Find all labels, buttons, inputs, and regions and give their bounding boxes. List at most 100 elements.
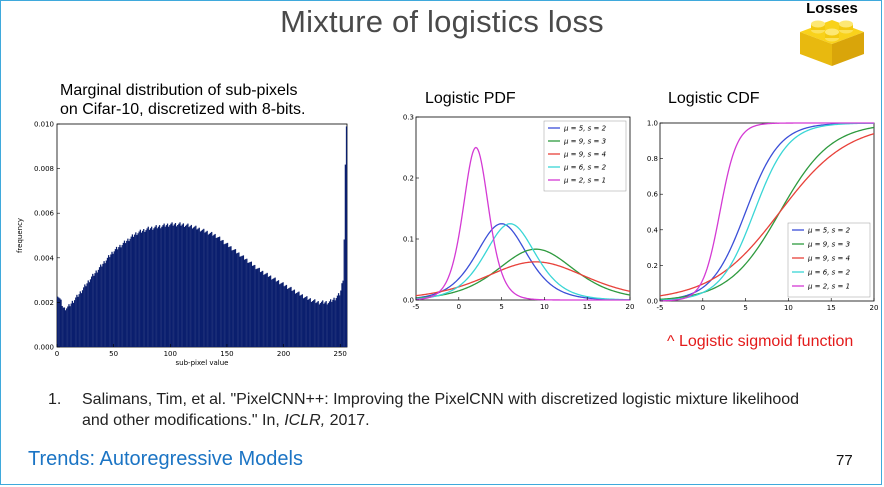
histogram-bar (228, 247, 230, 347)
histogram-bar (71, 300, 74, 347)
y-tick-label: 0.010 (34, 121, 54, 129)
histogram-bar (238, 252, 240, 347)
histogram-bar (111, 251, 113, 347)
x-tick-label: 10 (784, 304, 793, 312)
histogram-bar (274, 277, 276, 347)
histogram-bar (242, 255, 245, 347)
histogram-bar (107, 255, 110, 347)
histogram-bar (138, 231, 140, 347)
histogram-bar (218, 236, 221, 347)
x-tick-label: 250 (334, 350, 347, 358)
x-tick-label: 150 (220, 350, 233, 358)
histogram-bar (114, 249, 117, 347)
histogram-bar (342, 280, 344, 347)
histogram-bar (77, 296, 79, 347)
histogram-bar (83, 287, 85, 347)
histogram-bar (59, 298, 61, 347)
legend-label: μ = 5, s = 2 (563, 125, 607, 133)
histogram-bar (76, 294, 78, 347)
histogram-bar (130, 236, 132, 347)
histogram-bar (241, 255, 243, 347)
histogram-bar (173, 224, 175, 347)
histogram-bar (117, 249, 119, 347)
series-line (415, 146, 630, 301)
histogram-bar (294, 293, 297, 347)
histogram-bar (317, 301, 319, 347)
histogram-bar (161, 226, 163, 347)
y-tick-label: 0.000 (34, 344, 54, 352)
histogram-bar (283, 286, 285, 347)
histogram-bar (89, 279, 92, 347)
sigmoid-note: ^ Logistic sigmoid function (667, 333, 854, 350)
histogram-bar (289, 287, 291, 347)
histogram-bar (207, 234, 209, 347)
histogram-bar (256, 268, 258, 347)
histogram-bar (168, 226, 170, 347)
y-tick-label: 0.008 (34, 165, 54, 173)
histogram-bar (209, 232, 212, 347)
y-tick-label: 0.0 (403, 297, 414, 305)
histogram-bar (260, 271, 263, 347)
histogram-bar (180, 225, 182, 347)
reference-number: 1. (48, 391, 62, 408)
histogram-bar (128, 241, 130, 347)
histogram-bar (72, 302, 75, 347)
histogram-bar (290, 286, 292, 347)
histogram-bar (299, 295, 301, 347)
histogram-bar (158, 225, 161, 347)
histogram-bar (197, 228, 199, 347)
histogram-bar (113, 251, 115, 347)
histogram-bar (284, 285, 286, 347)
histogram-bar (334, 300, 336, 347)
slide-title: Mixture of logistics loss (280, 4, 604, 39)
histogram-bar (101, 266, 103, 347)
series-line (415, 223, 631, 301)
histogram-bar (252, 265, 255, 347)
histogram-chart: 0.000 0.002 0.004 0.006 0.008 0.010 0 50 100 150 2… (16, 121, 348, 367)
histogram-bar (326, 304, 328, 347)
histogram-bar (337, 293, 340, 347)
histogram-bar (323, 303, 325, 347)
histogram-bar (103, 261, 105, 347)
series-line (659, 122, 875, 301)
y-tick-label: 0.004 (34, 254, 55, 262)
histogram-bar (224, 243, 226, 347)
histogram-bar (69, 306, 71, 347)
histogram-bar (126, 240, 128, 347)
histogram-bar (232, 249, 234, 347)
y-tick-label: 0.3 (403, 114, 414, 122)
histogram-bar (66, 308, 68, 347)
histogram-bar (195, 225, 197, 347)
histogram-bar (302, 298, 305, 347)
histogram-bar (189, 226, 191, 347)
x-tick-label: 50 (109, 350, 118, 358)
histogram-bar (160, 228, 162, 347)
histogram-bar (277, 280, 280, 347)
histogram-bar (154, 226, 156, 347)
histogram-bar (93, 275, 95, 347)
y-tick-label: 0.2 (647, 262, 658, 270)
histogram-bar (344, 164, 347, 347)
histogram-bar (171, 222, 173, 347)
series-line (415, 248, 631, 299)
histogram-bar (345, 126, 348, 347)
histogram-bar (123, 240, 126, 347)
histogram-bar (95, 270, 97, 347)
histogram-bar (148, 229, 151, 347)
x-tick-label: 5 (499, 303, 503, 311)
x-tick-label: -5 (657, 304, 664, 312)
histogram-bar (265, 273, 267, 347)
histogram-bar (196, 229, 198, 347)
histogram-bar (120, 247, 122, 347)
histogram-bar (286, 288, 289, 347)
histogram-bar (281, 282, 283, 347)
cdf-caption: Logistic CDF (668, 90, 760, 107)
histogram-bar (194, 226, 196, 347)
histogram-bar (213, 234, 215, 347)
histogram-bar (96, 272, 98, 347)
histogram-bar (206, 230, 208, 347)
histogram-bar (166, 223, 169, 347)
page-number: 77 (836, 452, 853, 469)
histogram-bar (328, 301, 331, 347)
